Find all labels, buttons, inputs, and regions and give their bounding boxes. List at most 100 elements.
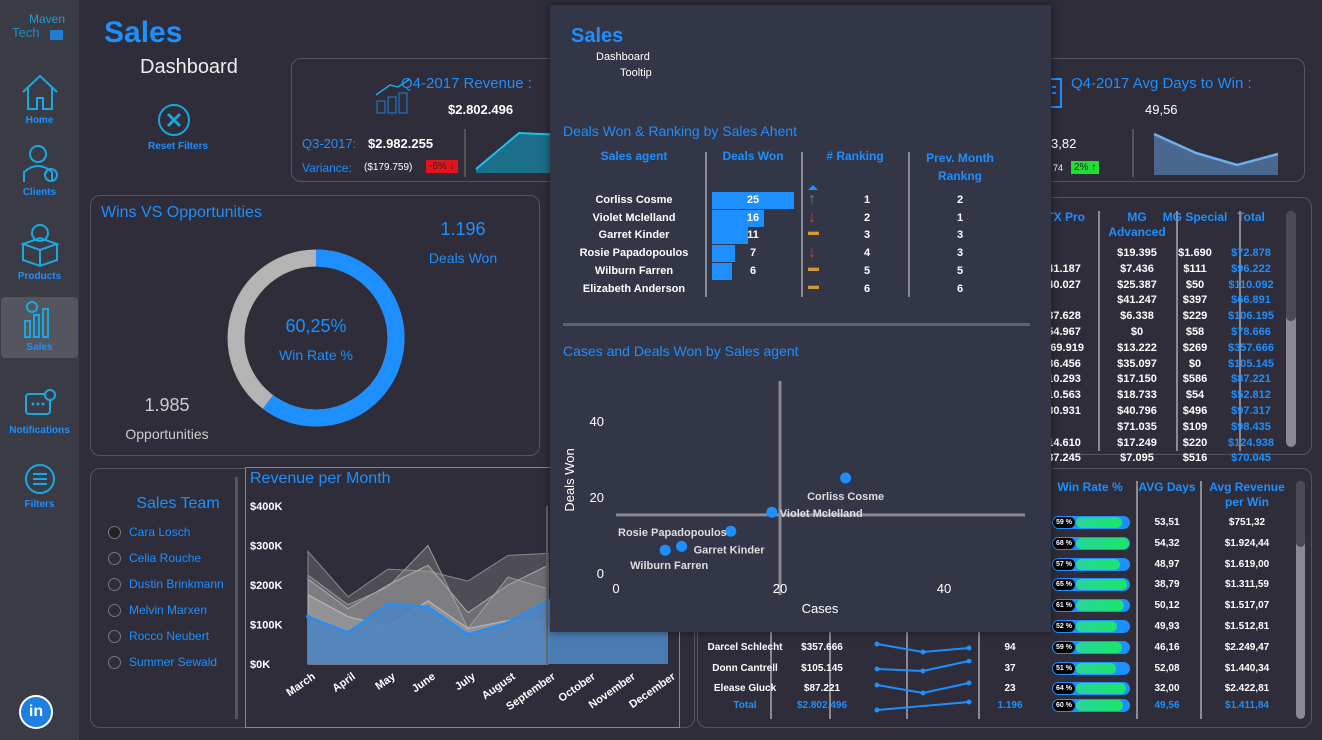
table-cell: $96.222	[1231, 262, 1271, 275]
win-rate-badge: 59 %	[1053, 517, 1075, 528]
agent-name[interactable]: Total	[733, 700, 757, 711]
agent-avg-days: 38,79	[1154, 579, 1180, 591]
trend-same-icon: ▬	[808, 280, 819, 292]
scatter-point-label: Wilburn Farren	[630, 560, 708, 572]
scatter-point-label: Corliss Cosme	[807, 491, 884, 503]
sales-team-member[interactable]: Melvin Marxen	[129, 603, 208, 617]
table-header-3[interactable]: Total	[1237, 210, 1265, 224]
sort-indicator-icon[interactable]	[808, 185, 818, 190]
win-rate-fill	[1076, 600, 1124, 612]
agent-name[interactable]: Donn Cantrell	[712, 662, 778, 674]
linkedin-icon[interactable]: in	[19, 695, 53, 729]
ranking-value: 6	[863, 283, 871, 295]
kpi-days-variance-value: 74	[1053, 163, 1064, 173]
sales-team-radio[interactable]	[108, 630, 121, 643]
scrollbar-thumb[interactable]	[1286, 211, 1296, 321]
donut-won-slice	[227, 249, 405, 427]
kpi-revenue-variance-label: Variance:	[302, 161, 352, 175]
sidebar-item-filters[interactable]: Filters	[0, 462, 79, 510]
agent-icon	[22, 145, 58, 182]
table-header-avg_rev[interactable]: Avg Revenue per Win	[1209, 480, 1285, 509]
agent-avg-days: 53,51	[1154, 517, 1180, 528]
ranking-agent-name[interactable]: Violet Mclelland	[592, 212, 676, 224]
sales-team-radio[interactable]	[108, 656, 121, 669]
win-rate-fill	[1076, 621, 1117, 632]
revenue-point[interactable]	[506, 620, 510, 625]
table-cell: $50	[1185, 278, 1205, 291]
ranking-agent-name[interactable]: Wilburn Farren	[594, 265, 674, 277]
scatter-point[interactable]	[725, 525, 737, 537]
revenue-point[interactable]	[466, 632, 470, 637]
table-cell: $0	[1188, 357, 1202, 370]
ranking-agent-name[interactable]: Rosie Papadopoulos	[579, 247, 689, 259]
win-rate-fill	[1076, 683, 1126, 695]
table-header-avg_days[interactable]: AVG Days	[1138, 480, 1196, 494]
sales-team-radio[interactable]	[108, 578, 121, 591]
table-cell: $70.045	[1231, 452, 1271, 465]
table-scrollbar[interactable]	[1296, 481, 1305, 719]
table-scrollbar[interactable]	[1286, 211, 1296, 447]
revenue-chart-svg: $0K $100K $200K $300K $400K March April May June…	[250, 501, 678, 713]
ranking-agent-name[interactable]: Elizabeth Anderson	[582, 283, 686, 295]
sidebar-item-clients[interactable]: Clients	[0, 142, 79, 198]
table-cell: $71.035	[1117, 420, 1157, 433]
column-divider	[1098, 211, 1100, 451]
scatter-point[interactable]	[676, 540, 688, 552]
scrollbar-thumb[interactable]	[1296, 481, 1305, 547]
agent-avg-days: 32,00	[1154, 683, 1180, 695]
sparkline-point	[874, 707, 880, 713]
sidebar-item-sales[interactable]: Sales	[1, 297, 78, 358]
scatter-point[interactable]	[766, 506, 778, 518]
revenue-point[interactable]	[306, 614, 310, 619]
divider	[1132, 129, 1134, 177]
table-header-1[interactable]: MG Advanced	[1108, 210, 1166, 239]
agent-avg-revenue: $1.517,07	[1224, 600, 1270, 612]
sales-team-member[interactable]: Summer Sewald	[129, 655, 218, 669]
revenue-point[interactable]	[346, 630, 350, 635]
table-cell: $7.436	[1120, 262, 1154, 275]
sales-team-radio[interactable]	[108, 604, 121, 617]
revenue-point[interactable]	[426, 604, 430, 609]
sidebar-item-home[interactable]: Home	[0, 72, 79, 126]
trend-down-icon: ↓	[808, 244, 816, 261]
agent-name[interactable]: Darcel Schlecht	[707, 641, 783, 653]
brand-logo-icon	[50, 30, 63, 40]
deals-won-bar	[712, 192, 794, 209]
sales-team-member[interactable]: Celia Rouche	[129, 551, 202, 565]
table-header-2[interactable]: MG Special	[1162, 210, 1228, 224]
sales-team-scrollbar[interactable]	[235, 477, 238, 719]
ranking-agent-name[interactable]: Garret Kinder	[598, 229, 670, 241]
sidebar-item-notifications[interactable]: Notifications	[0, 388, 79, 436]
sales-team-member[interactable]: Dustin Brinkmann	[129, 577, 224, 591]
prev-ranking-value: 6	[956, 283, 964, 295]
agent-avg-revenue: $2.249,47	[1224, 641, 1270, 653]
scatter-point-label: Violet Mclelland	[780, 508, 863, 520]
table-cell: $106.195	[1228, 310, 1274, 323]
scatter-point[interactable]	[840, 472, 852, 484]
sales-team-radio[interactable]	[108, 526, 121, 539]
agent-deals: 1.196	[997, 700, 1023, 711]
sales-team-member[interactable]: Rocco Neubert	[129, 629, 210, 643]
dashboard-tooltip: Sales Dashboard Tooltip Deals Won & Rank…	[550, 5, 1051, 632]
reset-filters-icon[interactable]	[158, 104, 190, 136]
ranking-agent-name[interactable]: Corliss Cosme	[595, 194, 673, 206]
sales-team-radio[interactable]	[108, 552, 121, 565]
x-tick-label: April	[330, 671, 357, 695]
table-cell: $58	[1185, 326, 1205, 338]
scatter-chart-svg: 0 20 40 0 20 40 Cases Deals Won Corliss Cosme Vio…	[562, 381, 1025, 616]
scatter-point[interactable]	[659, 544, 671, 556]
sparkline-point	[966, 680, 972, 686]
sidebar-item-products[interactable]: Products	[0, 222, 79, 282]
agent-avg-revenue: $1.411,84	[1225, 700, 1269, 711]
reset-filters-button[interactable]: Reset Filters	[148, 141, 209, 152]
table-header-win_rate[interactable]: Win Rate %	[1057, 480, 1123, 494]
revenue-point[interactable]	[386, 601, 390, 606]
agent-revenue: $2.802.496	[796, 700, 848, 711]
sales-team-member[interactable]: Cara Losch	[129, 525, 191, 539]
win-rate-bar: 60 %	[1052, 699, 1130, 712]
win-rate-value: 60,25%	[285, 316, 347, 336]
win-rate-fill	[1076, 641, 1123, 653]
agent-name[interactable]: Elease Gluck	[713, 683, 777, 695]
agent-avg-days: 49,56	[1154, 700, 1180, 711]
agent-revenue: $357.666	[801, 641, 843, 653]
